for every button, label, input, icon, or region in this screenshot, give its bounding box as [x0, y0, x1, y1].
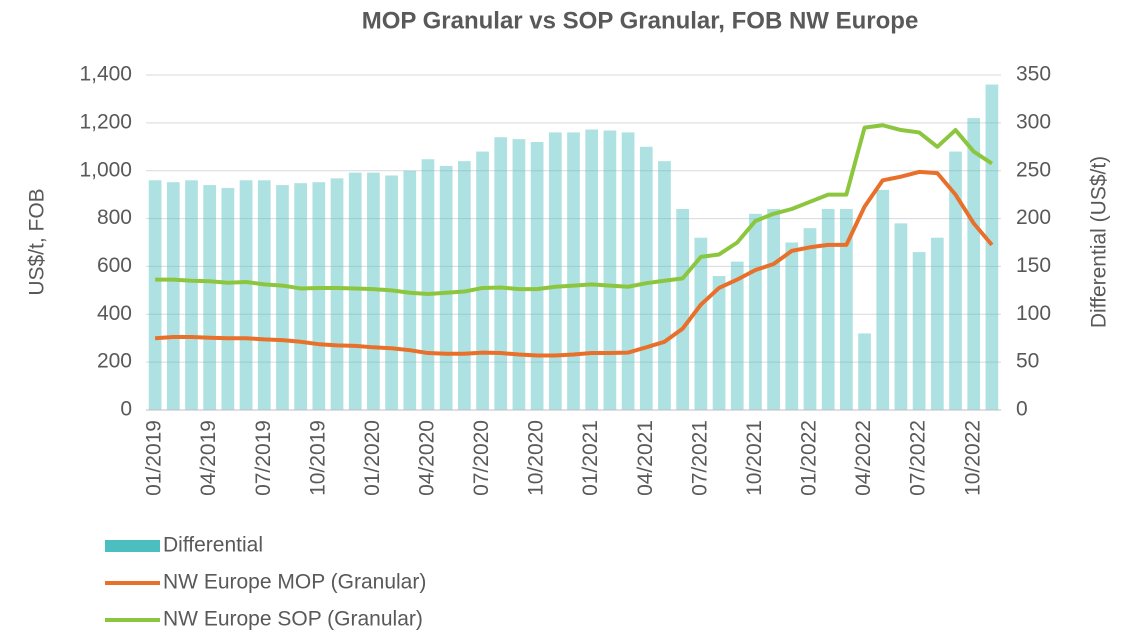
bar — [367, 172, 380, 410]
bar — [694, 237, 708, 410]
bar — [185, 180, 198, 410]
bar — [548, 132, 562, 410]
bar — [221, 187, 235, 410]
bar — [930, 237, 944, 410]
bar — [239, 180, 253, 410]
bar — [749, 213, 762, 410]
x-tick-label: 01/2021 — [579, 420, 602, 496]
legend-swatch — [105, 540, 160, 552]
line — [154, 169, 994, 358]
bar — [785, 242, 799, 410]
x-tick-label: 04/2019 — [197, 420, 220, 496]
x-tick-label: 07/2022 — [907, 420, 930, 496]
bar — [476, 151, 489, 411]
y2-axis-title: Differential (US$/t) — [1088, 156, 1111, 328]
y-tick-label: 1,400 — [79, 63, 132, 86]
bar — [294, 183, 307, 410]
line — [155, 123, 994, 296]
bar — [840, 209, 853, 410]
y-tick-label: 800 — [97, 206, 132, 229]
x-tick-label: 07/2019 — [252, 420, 275, 496]
y-tick-label: 1,200 — [79, 110, 132, 133]
x-tick-label: 07/2020 — [470, 420, 493, 496]
x-tick-label: 10/2020 — [525, 420, 548, 496]
legend-label: NW Europe MOP (Granular) — [163, 571, 426, 594]
y2-tick-label: 50 — [1016, 350, 1039, 373]
bar — [439, 165, 453, 410]
x-tick-label: 10/2021 — [743, 420, 766, 496]
y2-tick-label: 250 — [1016, 158, 1051, 181]
bar — [949, 151, 962, 411]
bar — [203, 185, 217, 410]
y2-tick-label: 300 — [1016, 110, 1051, 133]
bar — [457, 161, 471, 410]
bar — [712, 276, 726, 410]
bar — [312, 182, 326, 410]
x-tick-label: 10/2019 — [306, 420, 329, 496]
bar — [348, 172, 362, 410]
x-tick-label: 04/2022 — [852, 420, 875, 496]
bar — [421, 159, 435, 410]
bar — [876, 189, 890, 410]
bar — [912, 252, 926, 410]
bar — [148, 180, 162, 410]
y-tick-label: 1,000 — [79, 158, 132, 181]
bar — [894, 223, 908, 410]
y2-tick-label: 100 — [1016, 302, 1051, 325]
bar — [676, 209, 690, 410]
y-tick-label: 0 — [120, 398, 132, 421]
x-tick-label: 01/2020 — [361, 420, 384, 496]
y-axis-title: US$/t, FOB — [26, 188, 49, 295]
x-tick-label: 07/2021 — [688, 420, 711, 496]
y2-tick-label: 350 — [1016, 63, 1051, 86]
bar — [385, 175, 398, 410]
y-tick-label: 200 — [97, 350, 132, 373]
bar — [603, 130, 617, 410]
x-tick-label: 01/2022 — [798, 420, 821, 496]
bar — [330, 178, 344, 410]
legend-label: Differential — [163, 534, 263, 557]
bar — [767, 209, 780, 410]
bar — [567, 132, 580, 410]
bar — [967, 118, 981, 411]
bar — [639, 146, 653, 411]
bar — [858, 333, 871, 410]
bar — [985, 84, 999, 411]
y2-tick-label: 150 — [1016, 254, 1051, 277]
bar — [585, 129, 599, 411]
legend-label: NW Europe SOP (Granular) — [163, 608, 423, 631]
bar — [166, 182, 180, 410]
bar — [730, 261, 744, 410]
x-tick-label: 01/2019 — [143, 420, 166, 496]
bar — [530, 142, 544, 410]
y2-tick-label: 200 — [1016, 206, 1051, 229]
x-tick-label: 10/2022 — [961, 420, 984, 496]
bar — [494, 137, 508, 410]
bar — [658, 161, 671, 410]
bar — [276, 185, 289, 410]
y-tick-label: 600 — [97, 254, 132, 277]
bar — [257, 180, 271, 410]
bar — [512, 139, 526, 410]
chart-title: MOP Granular vs SOP Granular, FOB NW Eur… — [362, 7, 919, 34]
y2-tick-label: 0 — [1016, 398, 1028, 421]
bar — [621, 132, 635, 410]
x-tick-label: 04/2021 — [634, 420, 657, 496]
y-tick-label: 400 — [97, 302, 132, 325]
bar — [821, 209, 835, 410]
bar — [803, 228, 817, 410]
x-tick-label: 04/2020 — [416, 420, 439, 496]
